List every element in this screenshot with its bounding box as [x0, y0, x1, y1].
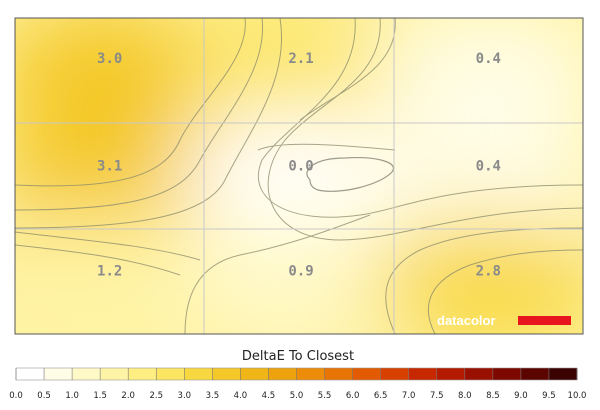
heat-cell-2-1	[181, 216, 417, 334]
cell-value-1-2: 0.4	[476, 158, 501, 174]
colorbar-swatch-12	[352, 368, 382, 380]
colorbar-swatch-2	[72, 368, 101, 380]
cell-value-1-0: 3.1	[97, 158, 122, 174]
colorbar-swatch-14	[408, 368, 438, 380]
colorbar-tick-label-2: 1.0	[65, 391, 79, 401]
plot-frame	[14, 17, 584, 335]
heat-cell-0-0	[15, 18, 228, 136]
colorbar-tick-label-6: 3.0	[178, 391, 192, 401]
colorbar-swatch-15	[436, 368, 466, 380]
colorbar-tick-label-16: 8.0	[458, 391, 472, 401]
colorbar-tick-label-14: 7.0	[402, 391, 416, 401]
colorbar-tick-label-8: 4.0	[234, 391, 248, 401]
colorbar-tick-label-13: 6.5	[374, 391, 388, 401]
colorbar-tick-label-19: 9.5	[542, 391, 556, 401]
colorbar-tick-label-9: 4.5	[262, 391, 276, 401]
datacolor-logo: datacolor	[437, 313, 571, 328]
colorbar-tick-label-7: 3.5	[206, 391, 220, 401]
colorbar-swatch-19	[548, 368, 578, 380]
colorbar-swatch-5	[156, 368, 185, 380]
colorbar-swatch-13	[380, 368, 410, 380]
colorbar-tick-label-4: 2.0	[121, 391, 135, 401]
heat-cell-0-2	[370, 18, 583, 136]
colorbar-tick-label-20: 10.0	[568, 391, 587, 401]
colorbar-swatch-6	[184, 368, 213, 380]
colorbar-tick-label-11: 5.5	[318, 391, 332, 401]
colorbar-swatch-9	[268, 368, 297, 380]
colorbar-tick-label-0: 0.0	[9, 391, 23, 401]
cell-value-0-0: 3.0	[97, 51, 122, 67]
grid-lines	[15, 18, 583, 334]
colorbar-label: DeltaE To Closest	[242, 349, 354, 364]
colorbar-tick-label-12: 6.0	[346, 391, 360, 401]
colorbar-swatch-3	[100, 368, 129, 380]
colorbar-tick-label-15: 7.5	[430, 391, 444, 401]
colorbar-tick-label-1: 0.5	[37, 391, 51, 401]
colorbar-tick-label-3: 1.5	[93, 391, 107, 401]
cell-value-2-2: 2.8	[476, 264, 501, 280]
colorbar-swatch-4	[128, 368, 157, 380]
brand-text: datacolor	[437, 313, 496, 328]
colorbar-swatch-17	[492, 368, 522, 380]
colorbar-tick-label-5: 2.5	[149, 391, 163, 401]
cell-value-1-1: 0.0	[288, 158, 313, 174]
colorbar-swatch-16	[464, 368, 494, 380]
heatmap-area	[15, 18, 583, 334]
heat-cell-2-2	[370, 216, 583, 334]
cell-value-0-1: 2.1	[288, 51, 313, 67]
cell-value-2-1: 0.9	[288, 264, 313, 280]
cell-value-0-2: 0.4	[476, 51, 501, 67]
colorbar-swatch-10	[296, 368, 326, 380]
heat-cell-2-0	[15, 216, 228, 334]
colorbar-swatch-7	[212, 368, 241, 380]
colorbar-swatch-1	[44, 368, 73, 380]
colorbar-tick-label-10: 5.0	[290, 391, 304, 401]
brand-bar	[518, 316, 571, 325]
cell-value-2-0: 1.2	[97, 264, 122, 280]
heat-cell-1-1	[181, 110, 417, 242]
heat-cell-1-2	[370, 110, 583, 242]
colorbar: 0.0 0.5 1.0 1.5 2.0 2.5 3.0 3.5 4.0 4.5 5.0 5.5 6.0 6…	[9, 367, 587, 401]
colorbar-tick-label-17: 8.5	[486, 391, 500, 401]
colorbar-swatch-8	[240, 368, 269, 380]
colorbar-swatch-0	[16, 368, 45, 380]
colorbar-tick-label-18: 9.0	[514, 391, 528, 401]
colorbar-swatch-11	[324, 368, 354, 380]
colorbar-swatch-18	[520, 368, 550, 380]
